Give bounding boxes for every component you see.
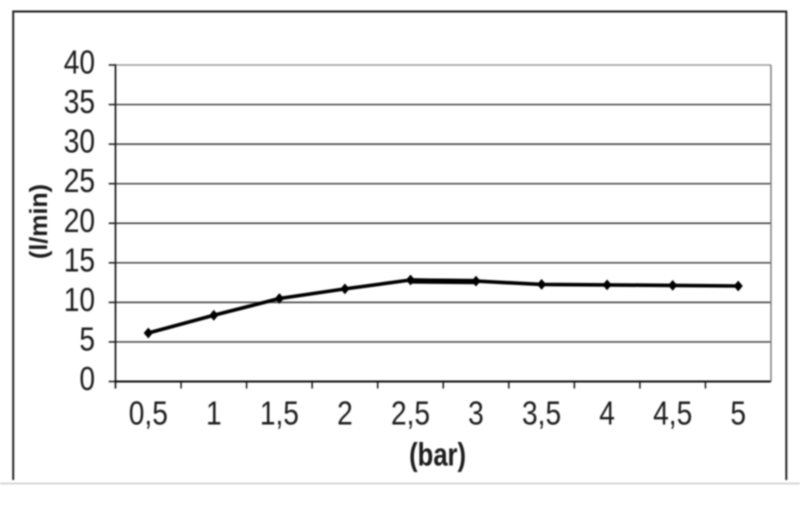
svg-text:4,5: 4,5 bbox=[653, 394, 692, 432]
svg-text:4: 4 bbox=[599, 394, 615, 432]
svg-text:30: 30 bbox=[64, 122, 95, 160]
svg-text:15: 15 bbox=[64, 241, 95, 279]
svg-text:(bar): (bar) bbox=[409, 438, 466, 473]
svg-text:25: 25 bbox=[64, 162, 95, 200]
svg-text:5: 5 bbox=[79, 320, 95, 358]
svg-text:3: 3 bbox=[468, 394, 484, 432]
svg-text:5: 5 bbox=[730, 394, 746, 432]
svg-text:40: 40 bbox=[64, 43, 95, 81]
svg-text:2: 2 bbox=[337, 394, 353, 432]
svg-text:0: 0 bbox=[79, 360, 95, 398]
svg-text:3,5: 3,5 bbox=[522, 394, 561, 432]
svg-text:2,5: 2,5 bbox=[391, 394, 430, 432]
svg-text:35: 35 bbox=[64, 83, 95, 121]
svg-text:1,5: 1,5 bbox=[260, 394, 299, 432]
svg-text:0,5: 0,5 bbox=[129, 394, 168, 432]
svg-text:10: 10 bbox=[64, 281, 95, 319]
svg-text:20: 20 bbox=[64, 201, 95, 239]
svg-text:(l/min): (l/min) bbox=[25, 184, 53, 259]
svg-text:1: 1 bbox=[206, 394, 222, 432]
